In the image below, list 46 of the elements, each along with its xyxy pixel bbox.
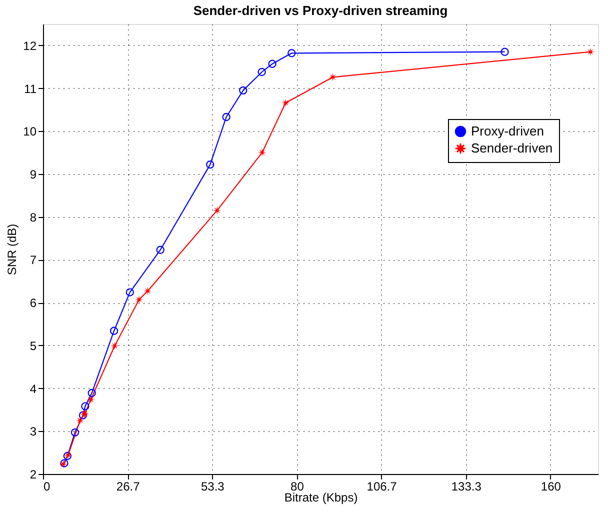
point (110, 326, 118, 335)
y-axis-title: SNR (dB) (5, 224, 20, 276)
x-tick-label: 133.3 (451, 480, 482, 494)
x-tick-label: 160 (540, 480, 562, 494)
y-tick-label: 7 (30, 253, 37, 268)
x-tick-label: 0 (44, 480, 50, 494)
point (156, 246, 164, 254)
point (126, 288, 134, 296)
point (212, 206, 222, 215)
x-tick-label: 26.7 (116, 480, 140, 494)
x-tick-label: 80 (290, 480, 304, 494)
point (239, 86, 248, 95)
point (76, 416, 84, 425)
point (586, 48, 595, 56)
point (206, 160, 214, 169)
x-axis-title: Bitrate (Kbps) (284, 490, 358, 504)
point (70, 428, 80, 437)
legend-label: Proxy-driven (471, 124, 544, 138)
point (81, 402, 90, 410)
y-tick-label: 4 (30, 382, 37, 396)
point (222, 112, 230, 122)
y-tick-label: 5 (30, 338, 37, 353)
point (258, 68, 266, 76)
legend-label: Sender-driven (471, 140, 553, 156)
point (281, 98, 290, 108)
y-tick-label: 11 (24, 82, 37, 96)
point (258, 148, 266, 157)
y-tick-label: 6 (30, 296, 37, 310)
point (268, 60, 276, 68)
x-tick-label: 106.7 (366, 480, 398, 494)
x-tick-label: 53.3 (200, 480, 225, 494)
point (86, 395, 96, 404)
y-tick-label: 2 (30, 468, 37, 482)
y-tick-label: 8 (30, 210, 37, 224)
y-tick-label: 10 (23, 124, 37, 139)
point (143, 286, 152, 296)
y-tick-label: 3 (30, 424, 37, 439)
point (88, 388, 96, 398)
point (500, 48, 509, 56)
y-tick-label: 12 (23, 38, 37, 53)
chart-title: Sender-driven vs Proxy-driven streaming (193, 3, 448, 18)
point (328, 72, 338, 82)
point (134, 295, 144, 304)
y-tick-label: 9 (30, 168, 37, 182)
point (288, 49, 296, 58)
point (110, 342, 119, 350)
